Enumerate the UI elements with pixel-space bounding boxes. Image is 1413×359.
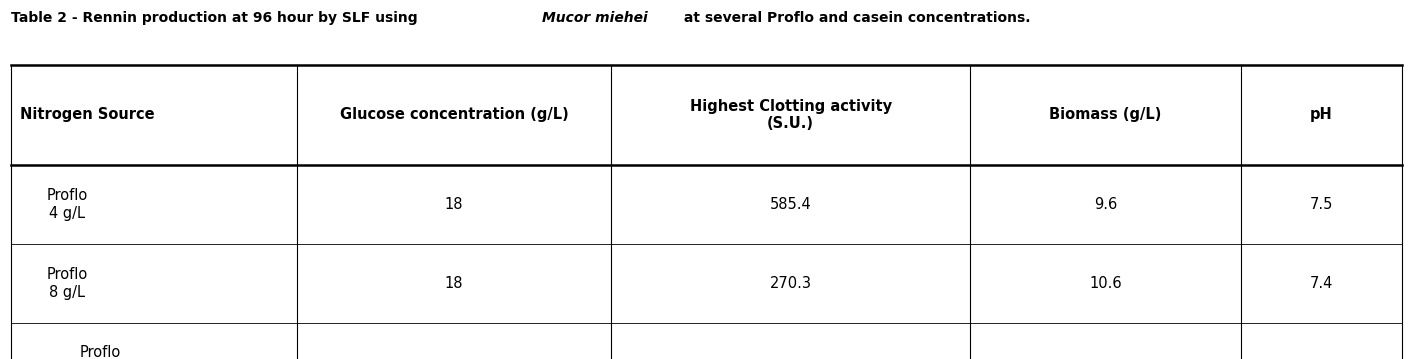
Text: Proflo
4 g/L + Casein
4 g/L: Proflo 4 g/L + Casein 4 g/L (47, 345, 154, 359)
Text: Glucose concentration (g/L): Glucose concentration (g/L) (339, 107, 568, 122)
Text: Proflo
4 g/L: Proflo 4 g/L (47, 188, 88, 221)
Text: Biomass (g/L): Biomass (g/L) (1048, 107, 1161, 122)
Text: 18: 18 (445, 197, 463, 212)
Text: 9.6: 9.6 (1094, 197, 1116, 212)
Text: Table 2 - Rennin production at 96 hour by SLF using: Table 2 - Rennin production at 96 hour b… (11, 11, 422, 25)
Text: 10.6: 10.6 (1089, 276, 1122, 291)
Text: 7.4: 7.4 (1310, 276, 1332, 291)
Text: at several Proflo and casein concentrations.: at several Proflo and casein concentrati… (678, 11, 1030, 25)
Text: Highest Clotting activity
(S.U.): Highest Clotting activity (S.U.) (690, 99, 892, 131)
Text: Proflo
8 g/L: Proflo 8 g/L (47, 267, 88, 300)
Text: 270.3: 270.3 (770, 276, 811, 291)
Text: Mucor miehei: Mucor miehei (543, 11, 649, 25)
Text: 585.4: 585.4 (770, 197, 811, 212)
Text: 7.5: 7.5 (1310, 197, 1332, 212)
Text: Nitrogen Source: Nitrogen Source (20, 107, 154, 122)
Text: 18: 18 (445, 276, 463, 291)
Text: pH: pH (1310, 107, 1332, 122)
